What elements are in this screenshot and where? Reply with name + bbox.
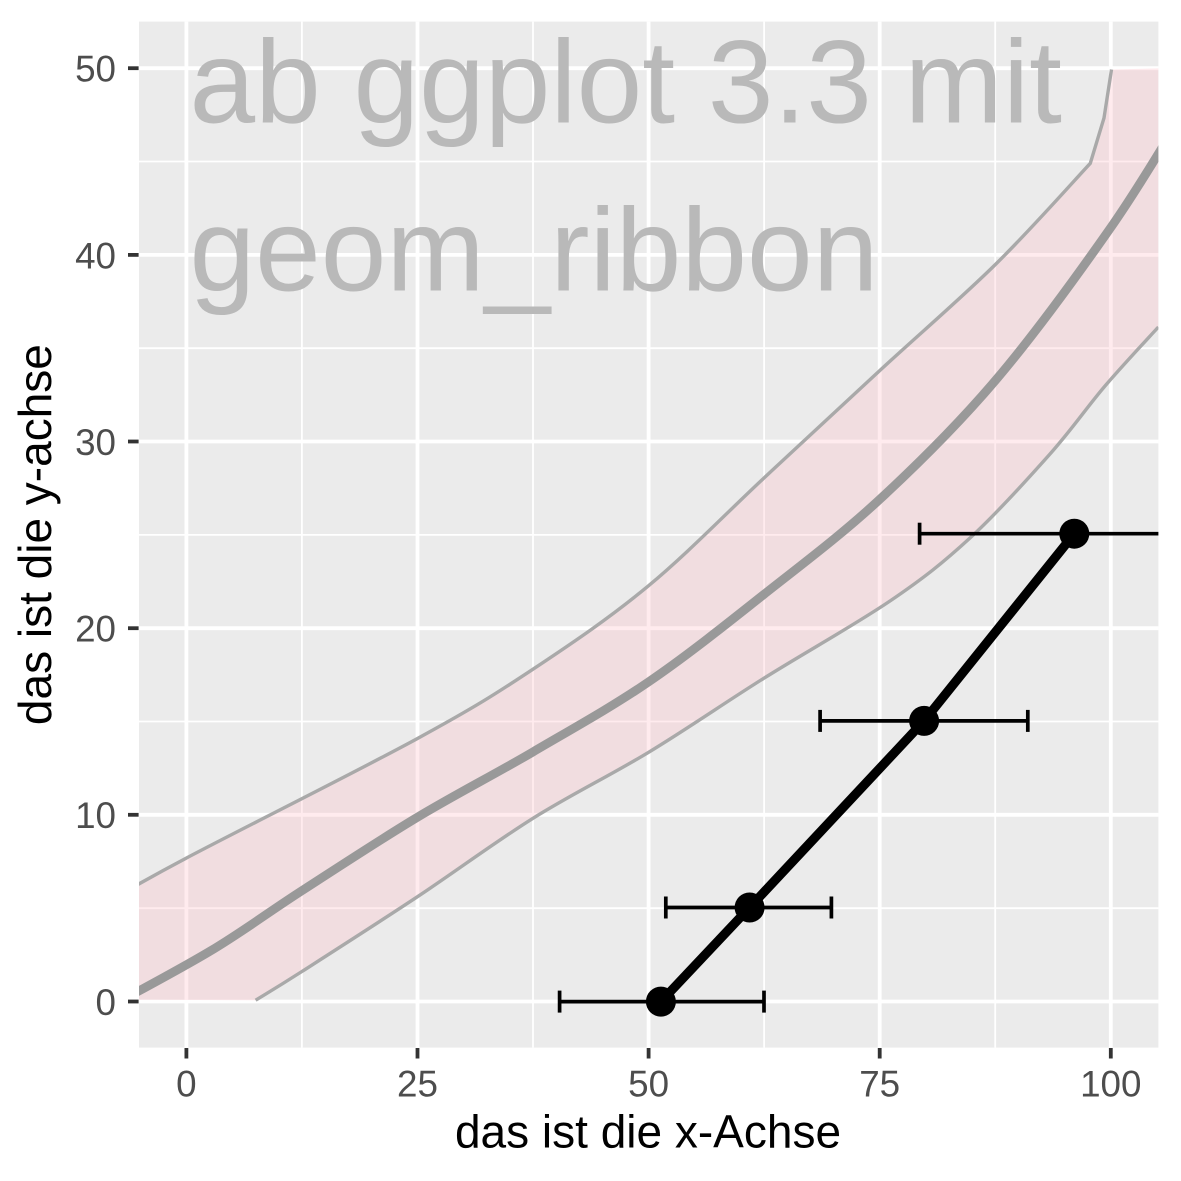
- svg-text:25: 25: [397, 1063, 438, 1104]
- svg-text:das ist die x-Achse: das ist die x-Achse: [455, 1106, 841, 1158]
- svg-text:geom_ribbon: geom_ribbon: [190, 185, 879, 317]
- svg-text:50: 50: [75, 49, 116, 90]
- svg-text:ab ggplot 3.3 mit: ab ggplot 3.3 mit: [190, 16, 1062, 148]
- svg-text:0: 0: [176, 1063, 196, 1104]
- svg-text:das ist die y-achse: das ist die y-achse: [9, 344, 61, 725]
- svg-text:30: 30: [75, 422, 116, 463]
- svg-text:100: 100: [1080, 1063, 1141, 1104]
- svg-text:40: 40: [75, 235, 116, 276]
- svg-text:75: 75: [859, 1063, 900, 1104]
- svg-text:20: 20: [75, 609, 116, 650]
- svg-text:50: 50: [628, 1063, 669, 1104]
- svg-text:0: 0: [96, 982, 116, 1023]
- svg-text:10: 10: [75, 795, 116, 836]
